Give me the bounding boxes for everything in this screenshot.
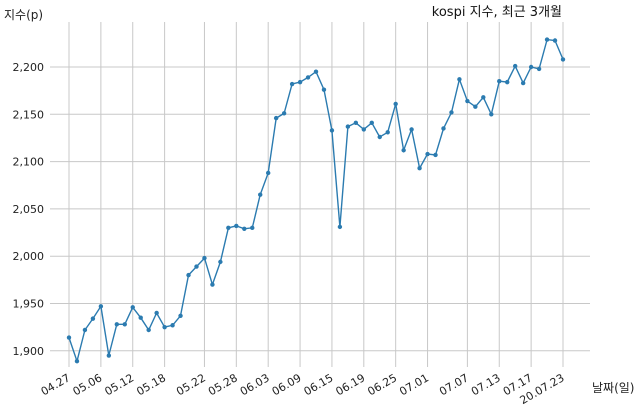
data-point: [457, 77, 462, 82]
data-point: [297, 79, 303, 85]
chart-title: kospi 지수, 최근 3개월: [432, 5, 562, 20]
data-points: [66, 37, 566, 364]
data-point: [536, 66, 542, 72]
data-point: [528, 64, 534, 70]
data-point: [385, 130, 390, 135]
x-tick-label: 05.18: [134, 371, 168, 398]
x-tick-label: 05.28: [206, 371, 240, 398]
data-point: [218, 259, 223, 265]
data-point: [122, 322, 127, 327]
data-point: [226, 225, 231, 231]
x-tick-label: 06.03: [238, 371, 272, 398]
data-point: [162, 324, 167, 330]
y-tick-label: 2,100: [13, 156, 45, 169]
data-point: [194, 264, 199, 269]
data-point: [465, 98, 470, 104]
x-tick-label: 07.13: [469, 371, 503, 398]
data-point: [409, 127, 414, 132]
data-point: [258, 192, 263, 197]
data-point: [425, 151, 430, 157]
data-point: [146, 327, 151, 333]
x-tick-label: 06.09: [270, 371, 304, 398]
data-point: [106, 353, 112, 358]
data-point: [369, 120, 374, 126]
data-point: [329, 128, 335, 133]
data-point: [210, 282, 215, 287]
y-tick-label: 2,050: [13, 203, 45, 216]
data-point: [305, 75, 311, 80]
data-point: [98, 304, 104, 309]
data-point: [544, 37, 550, 42]
y-tick-label: 2,200: [13, 61, 45, 74]
data-point: [281, 111, 287, 116]
grid: [50, 22, 590, 367]
data-point: [481, 95, 486, 100]
data-point: [393, 101, 398, 107]
data-point: [433, 152, 438, 158]
data-point: [82, 327, 88, 333]
data-point: [512, 63, 518, 69]
y-axis-title: 지수(p): [4, 8, 43, 22]
data-point: [489, 112, 494, 117]
data-point: [441, 126, 446, 131]
y-axis-ticks: 1,900 1,950 2,000 2,050 2,100 2,150 2,200: [13, 61, 45, 358]
y-tick-label: 2,000: [13, 250, 45, 263]
y-tick-label: 1,900: [13, 345, 45, 358]
data-point: [90, 316, 96, 321]
x-tick-label: 07.01: [397, 371, 431, 398]
data-point: [265, 170, 271, 176]
x-tick-label: 05.22: [174, 371, 208, 398]
data-point: [377, 134, 382, 140]
data-point: [401, 148, 406, 153]
data-point: [114, 322, 120, 327]
data-point: [186, 272, 191, 278]
data-point: [154, 310, 159, 316]
data-point: [273, 115, 279, 121]
y-tick-label: 1,950: [13, 298, 45, 311]
data-point: [560, 57, 566, 62]
data-point: [313, 69, 319, 74]
data-point: [520, 80, 526, 86]
data-point: [234, 223, 239, 229]
x-tick-label: 06.15: [302, 371, 336, 398]
data-point: [74, 359, 80, 364]
data-point: [170, 323, 175, 328]
x-tick-label: 05.06: [71, 371, 105, 398]
data-point: [505, 79, 510, 85]
data-point: [138, 315, 143, 320]
data-point: [242, 226, 247, 231]
x-tick-label: 07.07: [437, 371, 471, 398]
x-tick-label: 04.27: [39, 371, 73, 398]
data-point: [321, 87, 327, 92]
data-point: [345, 124, 351, 129]
series-line: [68, 38, 564, 364]
x-tick-label: 05.12: [102, 371, 136, 398]
data-point: [497, 78, 502, 84]
data-point: [130, 305, 135, 310]
data-point: [178, 313, 183, 318]
data-point: [552, 38, 558, 43]
data-point: [289, 81, 295, 87]
y-tick-label: 2,150: [13, 108, 45, 121]
x-axis-title: 날짜(일): [592, 381, 634, 395]
data-point: [449, 110, 454, 115]
data-point: [202, 255, 207, 261]
data-point: [361, 127, 367, 132]
x-tick-label: 06.19: [334, 371, 368, 398]
data-point: [353, 120, 359, 126]
data-point: [337, 224, 343, 230]
data-point: [417, 166, 422, 171]
data-point: [250, 225, 255, 231]
x-tick-label: 06.25: [365, 371, 399, 398]
data-point: [473, 104, 478, 109]
data-point: [66, 335, 72, 340]
